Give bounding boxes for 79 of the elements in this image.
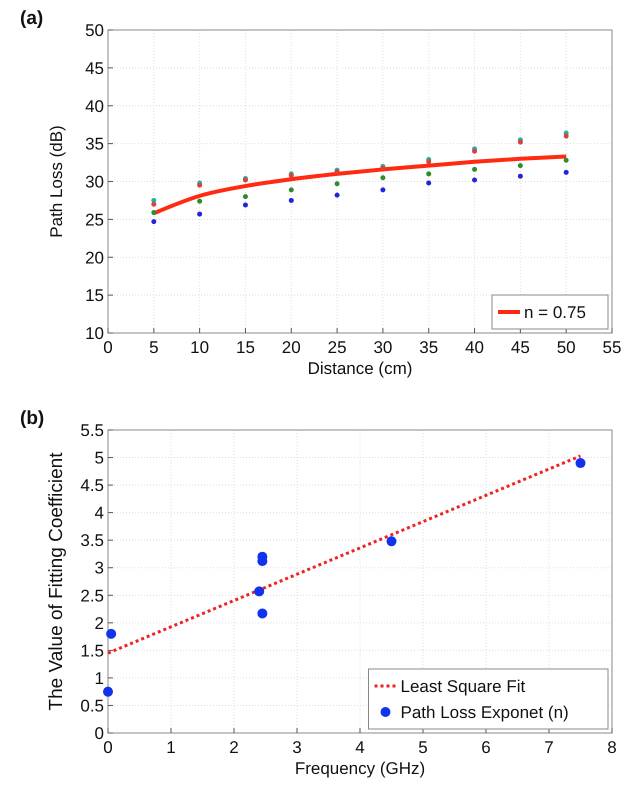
- point: [380, 187, 386, 192]
- point: [334, 181, 340, 186]
- x-tick-label: 5: [418, 738, 428, 757]
- x-tick-label: 1: [166, 738, 176, 757]
- y-tick-label: 45: [85, 58, 104, 78]
- point: [151, 210, 156, 216]
- y-tick-label: 0: [94, 724, 104, 743]
- point: [288, 187, 294, 192]
- y-tick-label: 30: [85, 172, 104, 192]
- chart-title: (b): [20, 408, 44, 429]
- y-tick-label: 35: [85, 134, 104, 154]
- x-tick-label: 3: [292, 738, 302, 757]
- point: [197, 212, 202, 217]
- x-tick-label: 7: [544, 738, 554, 757]
- point: [564, 134, 569, 139]
- y-tick-label: 5.5: [80, 421, 104, 440]
- point: [103, 686, 113, 697]
- point: [242, 202, 248, 208]
- point: [106, 628, 116, 639]
- x-tick-label: 4: [355, 738, 365, 757]
- point: [288, 198, 294, 203]
- x-tick-label: 2: [229, 738, 239, 757]
- point: [472, 148, 478, 154]
- y-tick-label: 1.5: [80, 641, 104, 660]
- y-tick-label: 2: [94, 614, 104, 633]
- y-tick-label: 0.5: [80, 696, 104, 716]
- point: [472, 166, 478, 172]
- y-axis-title: Path Loss (dB): [47, 125, 66, 238]
- y-tick-label: 25: [85, 210, 104, 230]
- y-tick-label: 1: [94, 668, 104, 688]
- y-tick-label: 50: [85, 21, 104, 40]
- point: [254, 586, 264, 596]
- chart-title: (a): [20, 8, 44, 29]
- x-tick-label: 25: [328, 338, 347, 357]
- point: [564, 170, 569, 175]
- legend-label: Least Square Fit: [400, 677, 526, 696]
- x-tick-label: 5: [149, 338, 159, 357]
- y-tick-label: 15: [85, 286, 104, 306]
- y-tick-label: 3.5: [80, 531, 104, 550]
- x-tick-label: 30: [373, 338, 392, 357]
- y-tick-label: 10: [85, 324, 104, 343]
- x-tick-label: 45: [510, 338, 530, 357]
- point: [564, 158, 569, 163]
- x-tick-label: 50: [556, 338, 576, 357]
- x-tick-label: 40: [465, 338, 484, 357]
- x-tick-label: 35: [419, 338, 438, 357]
- y-tick-label: 2.5: [80, 586, 104, 606]
- y-tick-label: 5: [94, 448, 104, 468]
- x-tick-label: 6: [481, 738, 491, 757]
- point: [426, 180, 432, 186]
- point: [151, 219, 156, 224]
- point: [197, 198, 202, 204]
- y-tick-label: 4: [94, 504, 104, 523]
- y-tick-label: 20: [85, 248, 104, 268]
- point: [380, 175, 386, 180]
- point: [518, 163, 523, 168]
- x-tick-label: 20: [282, 338, 301, 357]
- x-tick-label: 55: [602, 338, 622, 357]
- x-axis-title: Frequency (GHz): [294, 759, 426, 778]
- point: [576, 458, 586, 468]
- y-tick-label: 4.5: [80, 476, 104, 496]
- point: [257, 608, 268, 618]
- point: [518, 174, 523, 179]
- y-tick-label: 3: [94, 558, 104, 578]
- x-tick-label: 8: [607, 738, 617, 757]
- legend-label: n = 0.75: [524, 303, 586, 322]
- legend-label: Path Loss Exponet (n): [400, 703, 569, 722]
- x-axis-title: Distance (cm): [308, 359, 412, 378]
- point: [426, 171, 432, 176]
- y-axis-title: The Value of Fitting Coefficient: [46, 452, 67, 711]
- point: [472, 177, 478, 182]
- point: [334, 192, 340, 198]
- y-tick-label: 40: [85, 96, 104, 116]
- x-tick-label: 15: [236, 338, 255, 357]
- x-tick-label: 10: [190, 338, 210, 357]
- point: [151, 202, 156, 207]
- point: [242, 194, 248, 200]
- point: [386, 536, 396, 546]
- point: [518, 140, 523, 145]
